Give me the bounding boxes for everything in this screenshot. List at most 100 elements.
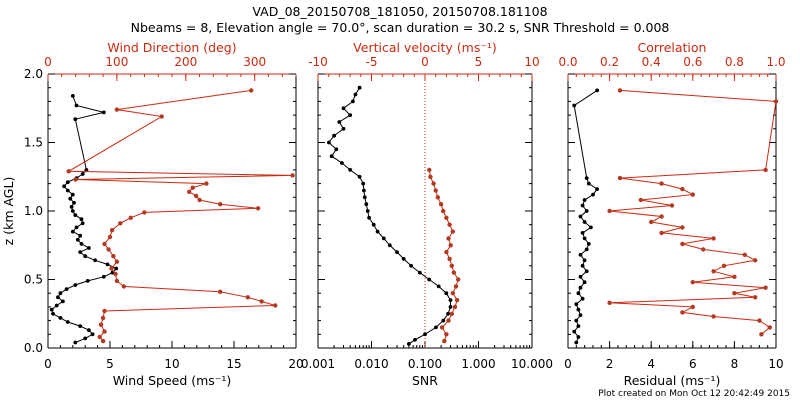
data-point-wind-speed	[70, 192, 75, 197]
data-point-residual	[582, 258, 587, 263]
x-bottom-tick-label: 0	[564, 357, 572, 371]
data-point-wind-speed	[78, 233, 83, 238]
x-bottom-axis-label: Wind Speed (ms⁻¹)	[113, 373, 232, 388]
data-point-wind-speed	[70, 209, 75, 213]
data-point-correlation	[680, 225, 685, 230]
data-point-snr	[446, 311, 450, 316]
data-point-correlation	[680, 186, 685, 192]
panel-left: 0.0 0.5 1.0 1.5 2.0 z (km AGL) 0 5 10 15 20 Wind Sp…	[1, 40, 304, 388]
data-point-vertical-velocity	[439, 325, 445, 330]
data-point-wind-speed	[73, 213, 78, 218]
data-point-residual	[574, 340, 579, 345]
x-top-tick-label: 0.8	[725, 55, 744, 69]
data-point-residual	[576, 324, 581, 328]
data-point-residual	[576, 307, 581, 312]
data-point-vertical-velocity	[450, 291, 455, 296]
data-point-wind-speed	[65, 188, 70, 193]
x-bottom-tick-label: 10	[164, 357, 179, 371]
data-point-snr	[448, 298, 453, 302]
data-point-correlation	[711, 236, 716, 241]
data-point-residual	[582, 236, 587, 241]
data-point-snr	[327, 140, 331, 145]
data-point-snr	[357, 85, 362, 90]
data-point-correlation	[757, 318, 762, 323]
data-point-wind-speed	[64, 287, 69, 291]
data-point-wind-direction	[218, 289, 223, 294]
data-point-correlation	[638, 197, 643, 203]
data-point-wind-speed	[78, 324, 83, 328]
x-bottom-axis-label: Residual (ms⁻¹)	[624, 373, 721, 388]
data-point-residual	[578, 274, 583, 279]
data-point-residual	[582, 220, 587, 224]
data-point-vertical-velocity	[433, 188, 438, 193]
data-point-correlation	[690, 192, 695, 197]
data-point-wind-direction	[190, 185, 195, 190]
data-point-wind-direction	[114, 278, 120, 284]
data-point-snr	[387, 243, 392, 248]
data-point-residual	[586, 242, 591, 246]
data-point-residual	[578, 214, 583, 219]
data-point-residual	[578, 313, 583, 317]
data-point-wind-direction	[121, 284, 127, 289]
data-point-wind-direction	[218, 202, 223, 207]
y-tick-label: 1.5	[24, 136, 43, 150]
data-point-vertical-velocity	[447, 222, 452, 227]
data-point-wind-direction	[106, 247, 111, 252]
data-point-wind-direction	[113, 271, 118, 277]
x-top-tick-label: 100	[105, 55, 128, 69]
data-point-wind-speed	[58, 316, 63, 320]
data-point-residual	[591, 192, 595, 197]
data-point-wind-direction	[114, 107, 120, 112]
series-line-wind-direction	[66, 89, 293, 342]
data-point-vertical-velocity	[449, 311, 454, 316]
data-point-residual	[586, 181, 591, 186]
title-line2: Nbeams = 8, Elevation angle = 70.0°, sca…	[131, 20, 670, 35]
data-point-wind-speed	[73, 283, 78, 287]
data-point-vertical-velocity	[453, 284, 459, 289]
data-point-wind-speed	[80, 221, 85, 226]
data-point-snr	[365, 209, 370, 213]
x-top-tick-label: 0.0	[558, 55, 577, 69]
data-point-vertical-velocity	[451, 270, 457, 275]
data-point-wind-direction	[159, 114, 164, 119]
data-point-vertical-velocity	[444, 215, 449, 220]
data-point-correlation	[721, 263, 727, 268]
data-point-correlation	[711, 269, 716, 274]
data-point-wind-direction	[142, 210, 147, 215]
data-point-residual	[576, 335, 581, 339]
data-point-residual	[582, 198, 587, 202]
data-point-correlation	[763, 167, 768, 173]
data-point-vertical-velocity	[442, 338, 447, 344]
data-point-wind-direction	[109, 266, 114, 271]
data-point-snr	[348, 168, 353, 172]
data-point-snr	[448, 305, 453, 309]
x-bottom-tick-label: 5	[106, 357, 114, 371]
data-point-snr	[353, 92, 358, 97]
data-point-correlation	[617, 175, 623, 181]
panel-right: 0 2 4 6 8 10 Residual (ms⁻¹) 0.0 0.2 0.4 0.6 0.8 1.0…	[558, 40, 785, 388]
data-point-wind-speed	[105, 262, 110, 267]
footer-timestamp: Plot created on Mon Oct 12 20:42:49 2015	[598, 389, 790, 399]
data-point-wind-speed	[51, 311, 55, 316]
data-point-correlation	[659, 230, 664, 236]
data-point-correlation	[659, 214, 664, 219]
data-point-wind-direction	[73, 177, 78, 182]
y-tick-label: 0.0	[24, 341, 43, 355]
data-point-snr	[357, 174, 362, 179]
series-line-correlation	[609, 89, 777, 335]
x-top-axis-label: Correlation	[638, 40, 707, 55]
data-point-wind-direction	[273, 303, 278, 308]
data-point-wind-direction	[109, 228, 115, 233]
data-point-snr	[364, 202, 369, 207]
x-bottom-tick-label: 0.001	[301, 357, 335, 371]
data-point-residual	[576, 291, 581, 296]
data-point-wind-speed	[79, 242, 84, 246]
data-point-snr	[367, 215, 371, 220]
x-bottom-tick-label: 0.100	[408, 357, 442, 371]
data-point-wind-speed	[68, 196, 73, 201]
data-point-vertical-velocity	[446, 236, 451, 241]
y-tick-label: 2.0	[24, 67, 43, 81]
data-point-vertical-velocity	[449, 263, 454, 268]
